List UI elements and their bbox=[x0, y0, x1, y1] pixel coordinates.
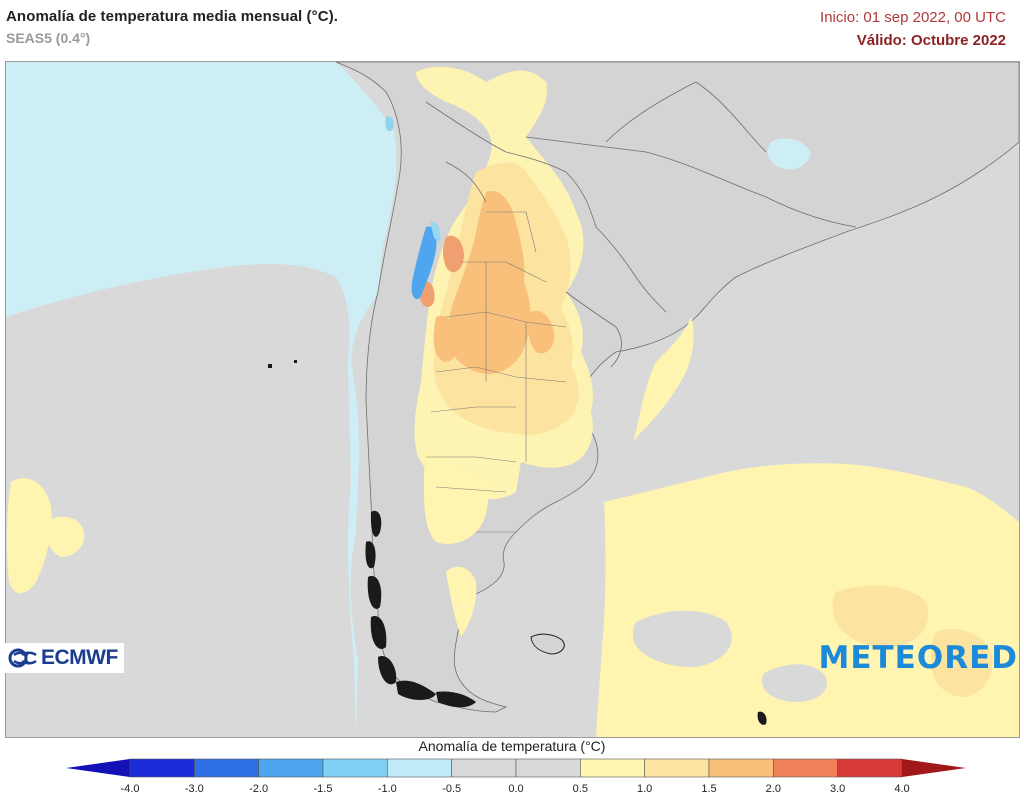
legend-swatch bbox=[580, 758, 645, 778]
legend-tick-label: 2.0 bbox=[765, 783, 781, 795]
anomaly-atlantic-low bbox=[596, 463, 1019, 737]
legend-tick-label: 0.5 bbox=[572, 783, 588, 795]
legend-title: Anomalía de temperatura (°C) bbox=[418, 738, 606, 754]
chile-fjords bbox=[268, 360, 767, 725]
ecmwf-mark-icon bbox=[8, 648, 37, 668]
anomaly-atlantic-grey-hole-2 bbox=[762, 664, 827, 702]
legend-swatch bbox=[451, 758, 517, 778]
anomaly-patagonia bbox=[446, 566, 477, 637]
anomaly-atlantic-mid bbox=[832, 585, 929, 648]
country-borders bbox=[425, 81, 857, 368]
anomaly-map bbox=[5, 61, 1020, 738]
legend-swatch bbox=[515, 758, 581, 778]
map-canvas bbox=[6, 62, 1019, 737]
legend-tick-label: -3.0 bbox=[184, 783, 204, 795]
legend-swatch bbox=[708, 758, 774, 778]
legend-ticks: -4.0 -3.0 -2.0 -1.5 -1.0 -0.5 0.0 0.5 1.0 1.5 2.0 3… bbox=[0, 783, 1024, 797]
legend-swatch bbox=[837, 758, 903, 778]
valid-date: Válido: Octubre 2022 bbox=[856, 32, 1006, 49]
anomaly-land-very-high bbox=[443, 235, 464, 273]
legend-tick-label: -0.5 bbox=[442, 783, 462, 795]
header-right: Inicio: 01 sep 2022, 00 UTC Válido: Octu… bbox=[820, 9, 1006, 49]
legend-over-arrow bbox=[902, 759, 966, 777]
legend-under-arrow bbox=[66, 759, 130, 777]
anomaly-atlantic-stripe bbox=[634, 317, 694, 440]
ecmwf-logo-text: ECMWF bbox=[41, 646, 118, 669]
legend-tick-label: 1.0 bbox=[637, 783, 653, 795]
anomaly-west-low bbox=[6, 478, 52, 594]
legend-swatch bbox=[387, 758, 452, 778]
anomaly-land-high bbox=[448, 191, 531, 374]
anomaly-andes-cold bbox=[411, 226, 437, 300]
legend-colorbar bbox=[66, 758, 966, 778]
legend-swatch bbox=[322, 758, 388, 778]
falkland-islands bbox=[530, 633, 565, 655]
legend-tick-label: -4.0 bbox=[120, 783, 140, 795]
legend-tick-label: -1.5 bbox=[313, 783, 333, 795]
meteored-logo: METEORED bbox=[818, 640, 1018, 676]
anomaly-west-low-2 bbox=[45, 516, 85, 557]
legend-swatch bbox=[129, 758, 195, 778]
anomaly-andes-cool bbox=[430, 221, 441, 242]
anomaly-atlantic-mid-2 bbox=[931, 628, 993, 698]
map-title: Anomalía de temperatura media mensual (°… bbox=[6, 8, 339, 25]
init-date: Inicio: 01 sep 2022, 00 UTC bbox=[820, 9, 1006, 26]
province-borders bbox=[426, 211, 567, 533]
legend-swatch bbox=[773, 758, 838, 778]
legend-swatch bbox=[258, 758, 324, 778]
legend-swatch bbox=[644, 758, 710, 778]
anomaly-land-high-3 bbox=[528, 310, 555, 354]
header-left: Anomalía de temperatura media mensual (°… bbox=[6, 8, 338, 46]
anomaly-land-high-2 bbox=[433, 315, 459, 362]
anomaly-atlantic-grey-hole bbox=[632, 610, 732, 668]
legend-tick-label: -2.0 bbox=[249, 783, 269, 795]
legend-tick-label: 3.0 bbox=[830, 783, 846, 795]
ecmwf-logo: ECMWF bbox=[4, 643, 124, 673]
legend-tick-label: 4.0 bbox=[894, 783, 910, 795]
anomaly-pacific-small bbox=[385, 116, 394, 132]
anomaly-land-low-south bbox=[424, 452, 488, 544]
legend-tick-label: -1.0 bbox=[377, 783, 397, 795]
ocean-west-grey bbox=[6, 264, 356, 737]
lake-blob bbox=[767, 138, 811, 170]
legend-tick-label: 1.5 bbox=[701, 783, 717, 795]
model-label: SEAS5 (0.4°) bbox=[6, 30, 91, 46]
legend-swatch bbox=[194, 758, 259, 778]
legend-tick-label: 0.0 bbox=[508, 783, 524, 795]
